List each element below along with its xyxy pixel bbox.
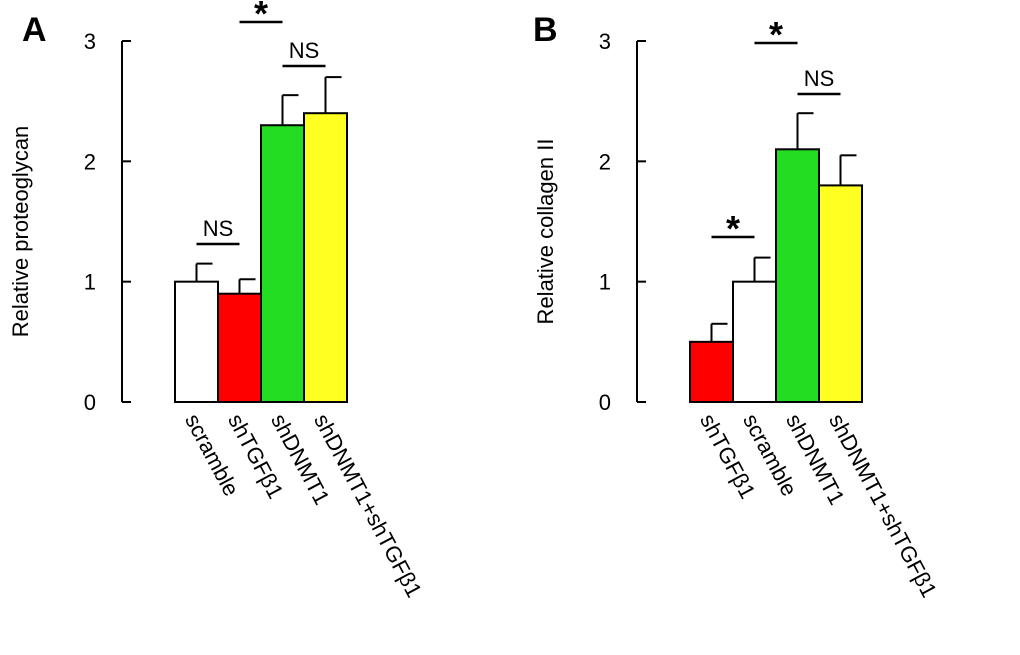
y-axis-label: Relative proteoglycan — [8, 126, 33, 338]
category-label: shDNMT1+shTGFβ1 — [824, 410, 942, 602]
y-tick-label: 1 — [599, 270, 611, 295]
significance-label: NS — [289, 38, 320, 63]
significance-label: * — [254, 0, 268, 34]
significance-label: * — [769, 14, 783, 55]
y-axis-label: Relative collagen II — [533, 139, 558, 325]
bar-shdnmt1 — [260, 124, 305, 403]
y-tick-label: 2 — [84, 149, 96, 174]
y-tick-label: 0 — [599, 390, 611, 415]
bar-shtgf-1 — [217, 292, 262, 404]
bar-shdnmt1 — [775, 148, 820, 403]
bar-scramble — [732, 280, 777, 403]
panel-label: A — [22, 11, 47, 49]
y-tick-label: 3 — [599, 29, 611, 54]
bar-shdnmt1-shtgf-1 — [818, 184, 863, 403]
y-tick-label: 2 — [599, 149, 611, 174]
category-label: shDNMT1+shTGFβ1 — [309, 410, 427, 602]
bar-scramble — [174, 280, 219, 403]
y-tick-label: 3 — [84, 29, 96, 54]
significance-label: NS — [203, 216, 234, 241]
panel-label: B — [533, 11, 558, 49]
significance-label: NS — [804, 66, 835, 91]
significance-label: * — [726, 208, 740, 249]
y-tick-label: 0 — [84, 390, 96, 415]
y-tick-label: 1 — [84, 270, 96, 295]
bar-shdnmt1-shtgf-1 — [303, 112, 348, 403]
bar-shtgf-1 — [689, 340, 734, 404]
